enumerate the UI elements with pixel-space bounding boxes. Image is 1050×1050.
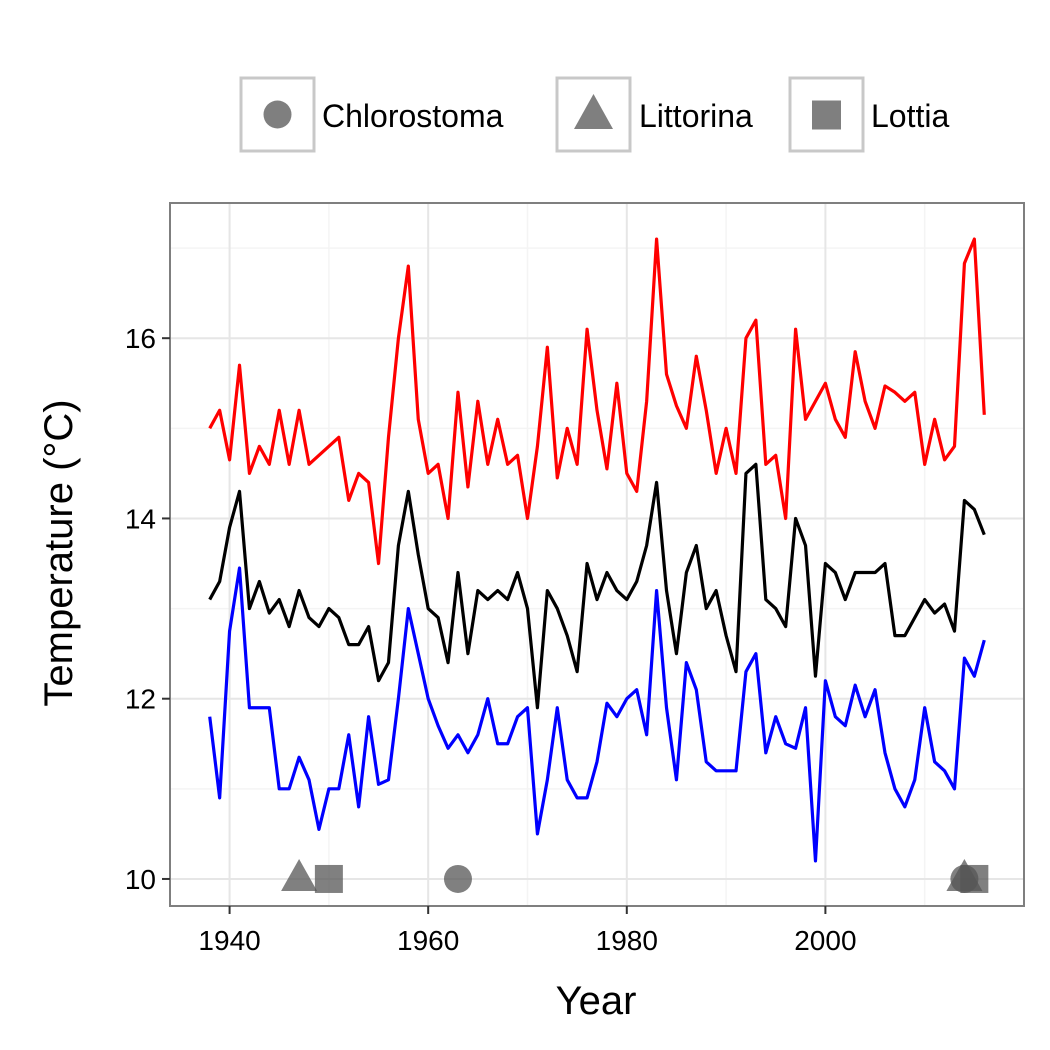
triangle-icon: [574, 94, 613, 129]
y-tick-label: 14: [125, 503, 156, 534]
legend-label-chlorostoma: Chlorostoma: [322, 98, 504, 134]
x-tick-label: 2000: [794, 925, 856, 956]
legend-key-box: [239, 76, 316, 153]
legend-label-littorina: Littorina: [639, 98, 753, 134]
y-axis-title: Temperature (°C): [37, 399, 81, 706]
legend: Chlorostoma Littorina Lottia: [239, 76, 949, 153]
plot-border: [169, 202, 1025, 907]
legend-label-lottia: Lottia: [871, 98, 949, 134]
y-tick-label: 12: [125, 684, 156, 715]
square-icon: [812, 100, 841, 130]
legend-item-littorina: Littorina: [555, 76, 753, 153]
marker-lottia: [314, 864, 343, 893]
x-tick-label: 1980: [596, 925, 658, 956]
series-line-2: [208, 462, 986, 710]
marker-littorina: [281, 858, 318, 891]
legend-item-lottia: Lottia: [788, 76, 949, 153]
x-tick-label: 1960: [397, 925, 459, 956]
y-tick-label: 16: [125, 323, 156, 354]
x-axis-title: Year: [556, 979, 637, 1023]
marker-lottia: [960, 864, 989, 893]
legend-key-box: [555, 76, 632, 153]
circle-icon: [263, 100, 292, 129]
series-line-3: [208, 566, 986, 863]
series-line-1: [208, 237, 986, 566]
plot-area: [162, 202, 1025, 914]
x-tick-label: 1940: [198, 925, 260, 956]
legend-item-chlorostoma: Chlorostoma: [239, 76, 504, 153]
marker-chlorostoma: [443, 864, 472, 893]
y-tick-label: 10: [125, 864, 156, 895]
